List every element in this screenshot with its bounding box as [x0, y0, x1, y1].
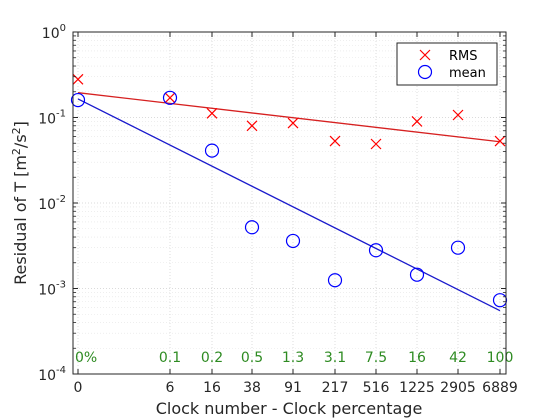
- y-tick-label: 10-3: [38, 280, 66, 299]
- legend-label-mean: mean: [449, 66, 486, 81]
- y-axis-label: Residual of T [m2/s2]: [10, 121, 30, 285]
- x-tick-label: 91: [284, 380, 302, 396]
- percent-label: 3.1: [324, 350, 346, 366]
- fit-lines: [77, 92, 501, 312]
- mean-marker: [70, 92, 86, 108]
- percent-label: 0.5: [241, 350, 263, 366]
- mean-marker: [244, 220, 260, 235]
- percent-label: 0%: [75, 350, 97, 366]
- percent-label: 1.3: [282, 350, 304, 366]
- percent-label: 7.5: [365, 350, 387, 366]
- rms-marker: [411, 115, 423, 127]
- percent-label: 0.1: [159, 350, 181, 366]
- x-tick-label: 0: [74, 380, 83, 396]
- rms-marker: [72, 73, 84, 85]
- mean-marker: [204, 143, 220, 158]
- rms-marker: [370, 138, 382, 150]
- rms-marker: [494, 135, 506, 147]
- mean-marker: [327, 273, 343, 288]
- fit-line-rms: [77, 92, 501, 143]
- y-tick-label: 100: [42, 23, 66, 42]
- x-tick-label: 217: [322, 380, 349, 396]
- rms-marker: [246, 120, 258, 132]
- x-tick-label: 1225: [399, 380, 435, 396]
- legend: RMS mean: [396, 42, 498, 86]
- x-axis-label: Clock number - Clock percentage: [156, 399, 423, 418]
- rms-marker: [287, 117, 299, 129]
- rms-marker: [329, 135, 341, 147]
- rms-marker: [452, 109, 464, 121]
- legend-item-rms: RMS: [419, 49, 478, 64]
- percent-label: 42: [449, 350, 467, 366]
- x-tick-label: 6889: [482, 380, 518, 396]
- legend-box: [396, 42, 498, 86]
- mean-marker: [285, 233, 301, 249]
- y-tick-labels: 100 10-1 10-2 10-3 10-4: [38, 23, 66, 384]
- percent-label: 0.2: [201, 350, 223, 366]
- mean-marker: [162, 90, 178, 105]
- legend-item-mean: mean: [417, 64, 486, 81]
- x-tick-label: 2905: [440, 380, 476, 396]
- y-tick-label: 10-4: [38, 365, 66, 384]
- percent-labels: 0% 0.1 0.2 0.5 1.3 3.1 7.5 16 42 100: [75, 350, 513, 366]
- x-tick-label: 6: [166, 380, 175, 396]
- y-tick-label: 10-2: [38, 194, 66, 213]
- percent-label: 16: [408, 350, 426, 366]
- legend-x-marker: [419, 49, 431, 61]
- x-tick-label: 516: [363, 380, 390, 396]
- fit-line-mean: [77, 98, 501, 312]
- x-tick-labels: 0 6 16 38 91 217 516 1225 2905 6889: [74, 380, 518, 396]
- y-tick-label: 10-1: [38, 109, 66, 128]
- mean-marker: [450, 240, 466, 255]
- mean-marker: [409, 267, 425, 282]
- mean-marker: [368, 243, 384, 258]
- axis-ticks: [73, 31, 506, 375]
- percent-label: 100: [487, 350, 514, 366]
- legend-label-rms: RMS: [449, 49, 478, 64]
- rms-marker: [206, 107, 218, 119]
- rms-marker: [164, 92, 176, 104]
- minor-grid: [73, 35, 506, 349]
- x-tick-label: 38: [243, 380, 261, 396]
- legend-circle-marker: [417, 64, 433, 80]
- x-tick-label: 16: [203, 380, 221, 396]
